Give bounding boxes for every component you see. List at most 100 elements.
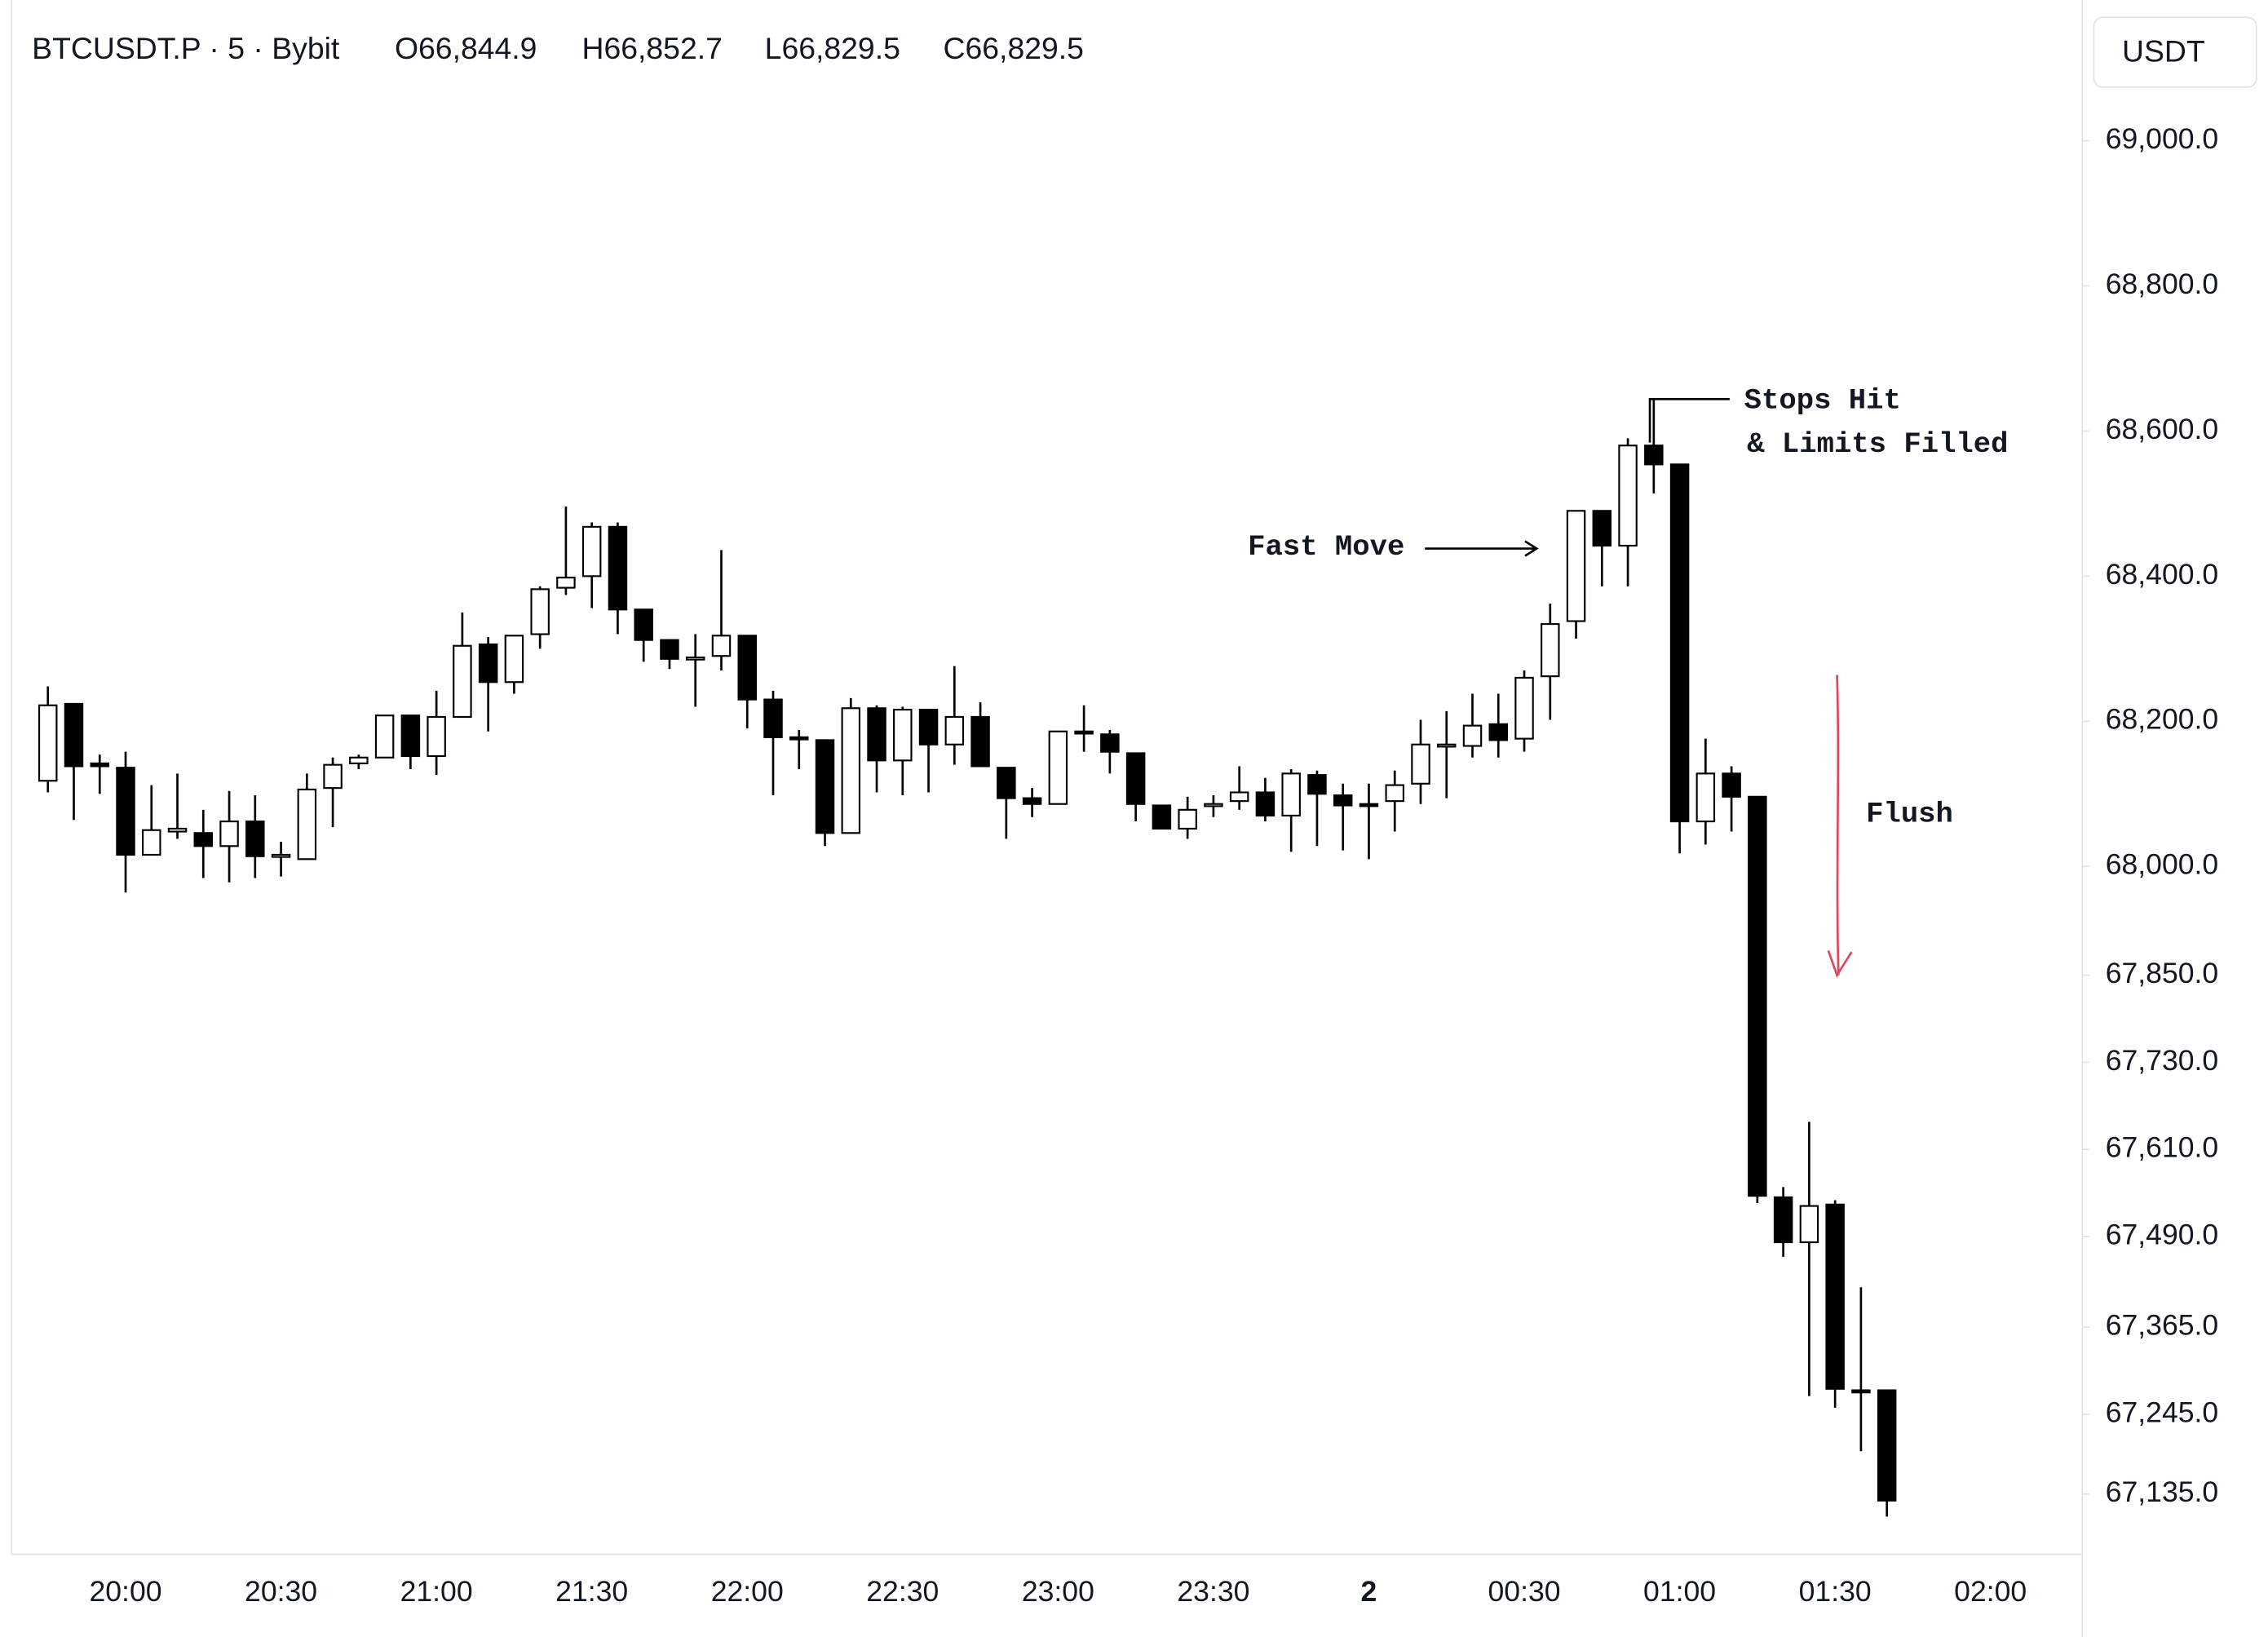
flush-arrow xyxy=(1827,675,1853,978)
candle-body xyxy=(1281,772,1301,817)
candle-body xyxy=(1307,774,1327,795)
candle-body xyxy=(1048,730,1068,805)
candle-body xyxy=(530,588,550,635)
candle-body xyxy=(685,656,705,661)
candle-body xyxy=(1359,803,1379,807)
candle-body xyxy=(374,715,395,759)
candle-body xyxy=(1877,1389,1897,1502)
unit-label: USDT xyxy=(2122,34,2205,69)
candle-body xyxy=(1074,730,1094,735)
y-tick-label: 67,245.0 xyxy=(2106,1396,2219,1428)
candle-body xyxy=(38,704,58,782)
ohlc-low: L66,829.5 xyxy=(765,31,900,65)
candle-body xyxy=(1411,743,1430,785)
candle-body xyxy=(1644,445,1664,466)
candle-body xyxy=(867,707,886,762)
candle-body xyxy=(1229,791,1249,803)
y-tick-label: 68,000.0 xyxy=(2106,848,2219,881)
candle-body xyxy=(1799,1205,1819,1244)
candle-body xyxy=(1385,784,1404,803)
candle-body xyxy=(478,643,498,684)
candle-body xyxy=(1773,1196,1793,1244)
candle-body xyxy=(763,698,783,738)
candle-body xyxy=(1488,723,1509,741)
x-tick-label: 00:30 xyxy=(1488,1575,1561,1608)
candle-body xyxy=(581,525,602,577)
flush-line xyxy=(1836,675,1840,976)
candle-body xyxy=(789,736,809,741)
candle-body xyxy=(1125,752,1146,805)
candle-body xyxy=(893,708,913,762)
y-tick-label: 68,800.0 xyxy=(2106,268,2219,300)
candle-body xyxy=(1748,795,1767,1197)
y-tick-label: 67,135.0 xyxy=(2106,1476,2219,1508)
ohlc-close: C66,829.5 xyxy=(944,31,1084,65)
candle-body xyxy=(1541,623,1560,678)
y-tick-label: 69,000.0 xyxy=(2106,122,2219,155)
y-tick-label: 68,200.0 xyxy=(2106,703,2219,736)
x-tick-label: 01:00 xyxy=(1643,1575,1716,1608)
candle-body xyxy=(737,635,757,701)
candle-body xyxy=(504,635,524,684)
candle-body xyxy=(1695,772,1716,823)
candle-body xyxy=(1566,510,1586,622)
stops-leader xyxy=(1648,397,1730,443)
candle-body xyxy=(1722,772,1741,798)
x-tick-label: 22:00 xyxy=(711,1575,784,1608)
candle-body xyxy=(997,767,1016,799)
candle-body xyxy=(1333,794,1353,807)
annotation-flush: Flush xyxy=(1866,798,1953,831)
candle-body xyxy=(1437,743,1457,748)
x-tick-label: 21:00 xyxy=(400,1575,473,1608)
y-tick-label: 67,490.0 xyxy=(2106,1218,2219,1250)
candle-body xyxy=(90,762,109,768)
y-tick-label: 67,365.0 xyxy=(2106,1309,2219,1342)
candle-body xyxy=(556,577,576,589)
candle-body xyxy=(815,739,835,834)
candle-body xyxy=(1178,808,1197,830)
candle-body xyxy=(1669,463,1690,823)
candle-body xyxy=(271,853,291,858)
candle-body xyxy=(427,715,446,758)
annotation-fast: Fast Move xyxy=(1248,530,1404,564)
candle-body xyxy=(64,702,84,768)
x-tick-label: 02:00 xyxy=(1954,1575,2027,1608)
candle-body xyxy=(1592,510,1612,547)
x-tick-label: 23:00 xyxy=(1022,1575,1094,1608)
candle-body xyxy=(453,644,472,719)
candle-body xyxy=(608,525,628,611)
candle-body xyxy=(1618,445,1638,547)
candle-body xyxy=(349,756,369,764)
flush-arrowhead xyxy=(1827,949,1853,978)
candle-body xyxy=(1204,803,1223,807)
ohlc-open: O66,844.9 xyxy=(395,31,537,65)
candle-body xyxy=(711,635,732,657)
candle-body xyxy=(1825,1203,1845,1390)
x-tick-label: 01:30 xyxy=(1799,1575,1872,1608)
symbol: BTCUSDT.P · 5 · Bybit xyxy=(32,31,340,65)
candle-body xyxy=(116,767,135,856)
candle-body xyxy=(167,827,188,833)
y-tick-label: 67,610.0 xyxy=(2106,1131,2219,1164)
x-tick-label: 20:00 xyxy=(89,1575,161,1608)
candle-body xyxy=(323,763,343,790)
candle-body xyxy=(1462,724,1483,747)
candle-body xyxy=(1255,791,1275,817)
candle-body xyxy=(219,820,239,847)
candle-body xyxy=(970,715,990,768)
y-tick-label: 67,850.0 xyxy=(2106,957,2219,989)
candle-body xyxy=(1514,676,1534,740)
candle-body xyxy=(944,715,965,745)
candle-body xyxy=(193,832,214,847)
ohlc-high: H66,852.7 xyxy=(581,31,722,65)
candle-body xyxy=(841,707,861,834)
x-tick-label: 2 xyxy=(1361,1575,1377,1608)
candle-body xyxy=(1851,1389,1871,1394)
y-tick-label: 68,400.0 xyxy=(2106,558,2219,591)
candle-body xyxy=(400,715,421,758)
candle-body xyxy=(245,820,265,857)
candle-body xyxy=(1152,804,1172,830)
candle-body xyxy=(918,708,939,745)
